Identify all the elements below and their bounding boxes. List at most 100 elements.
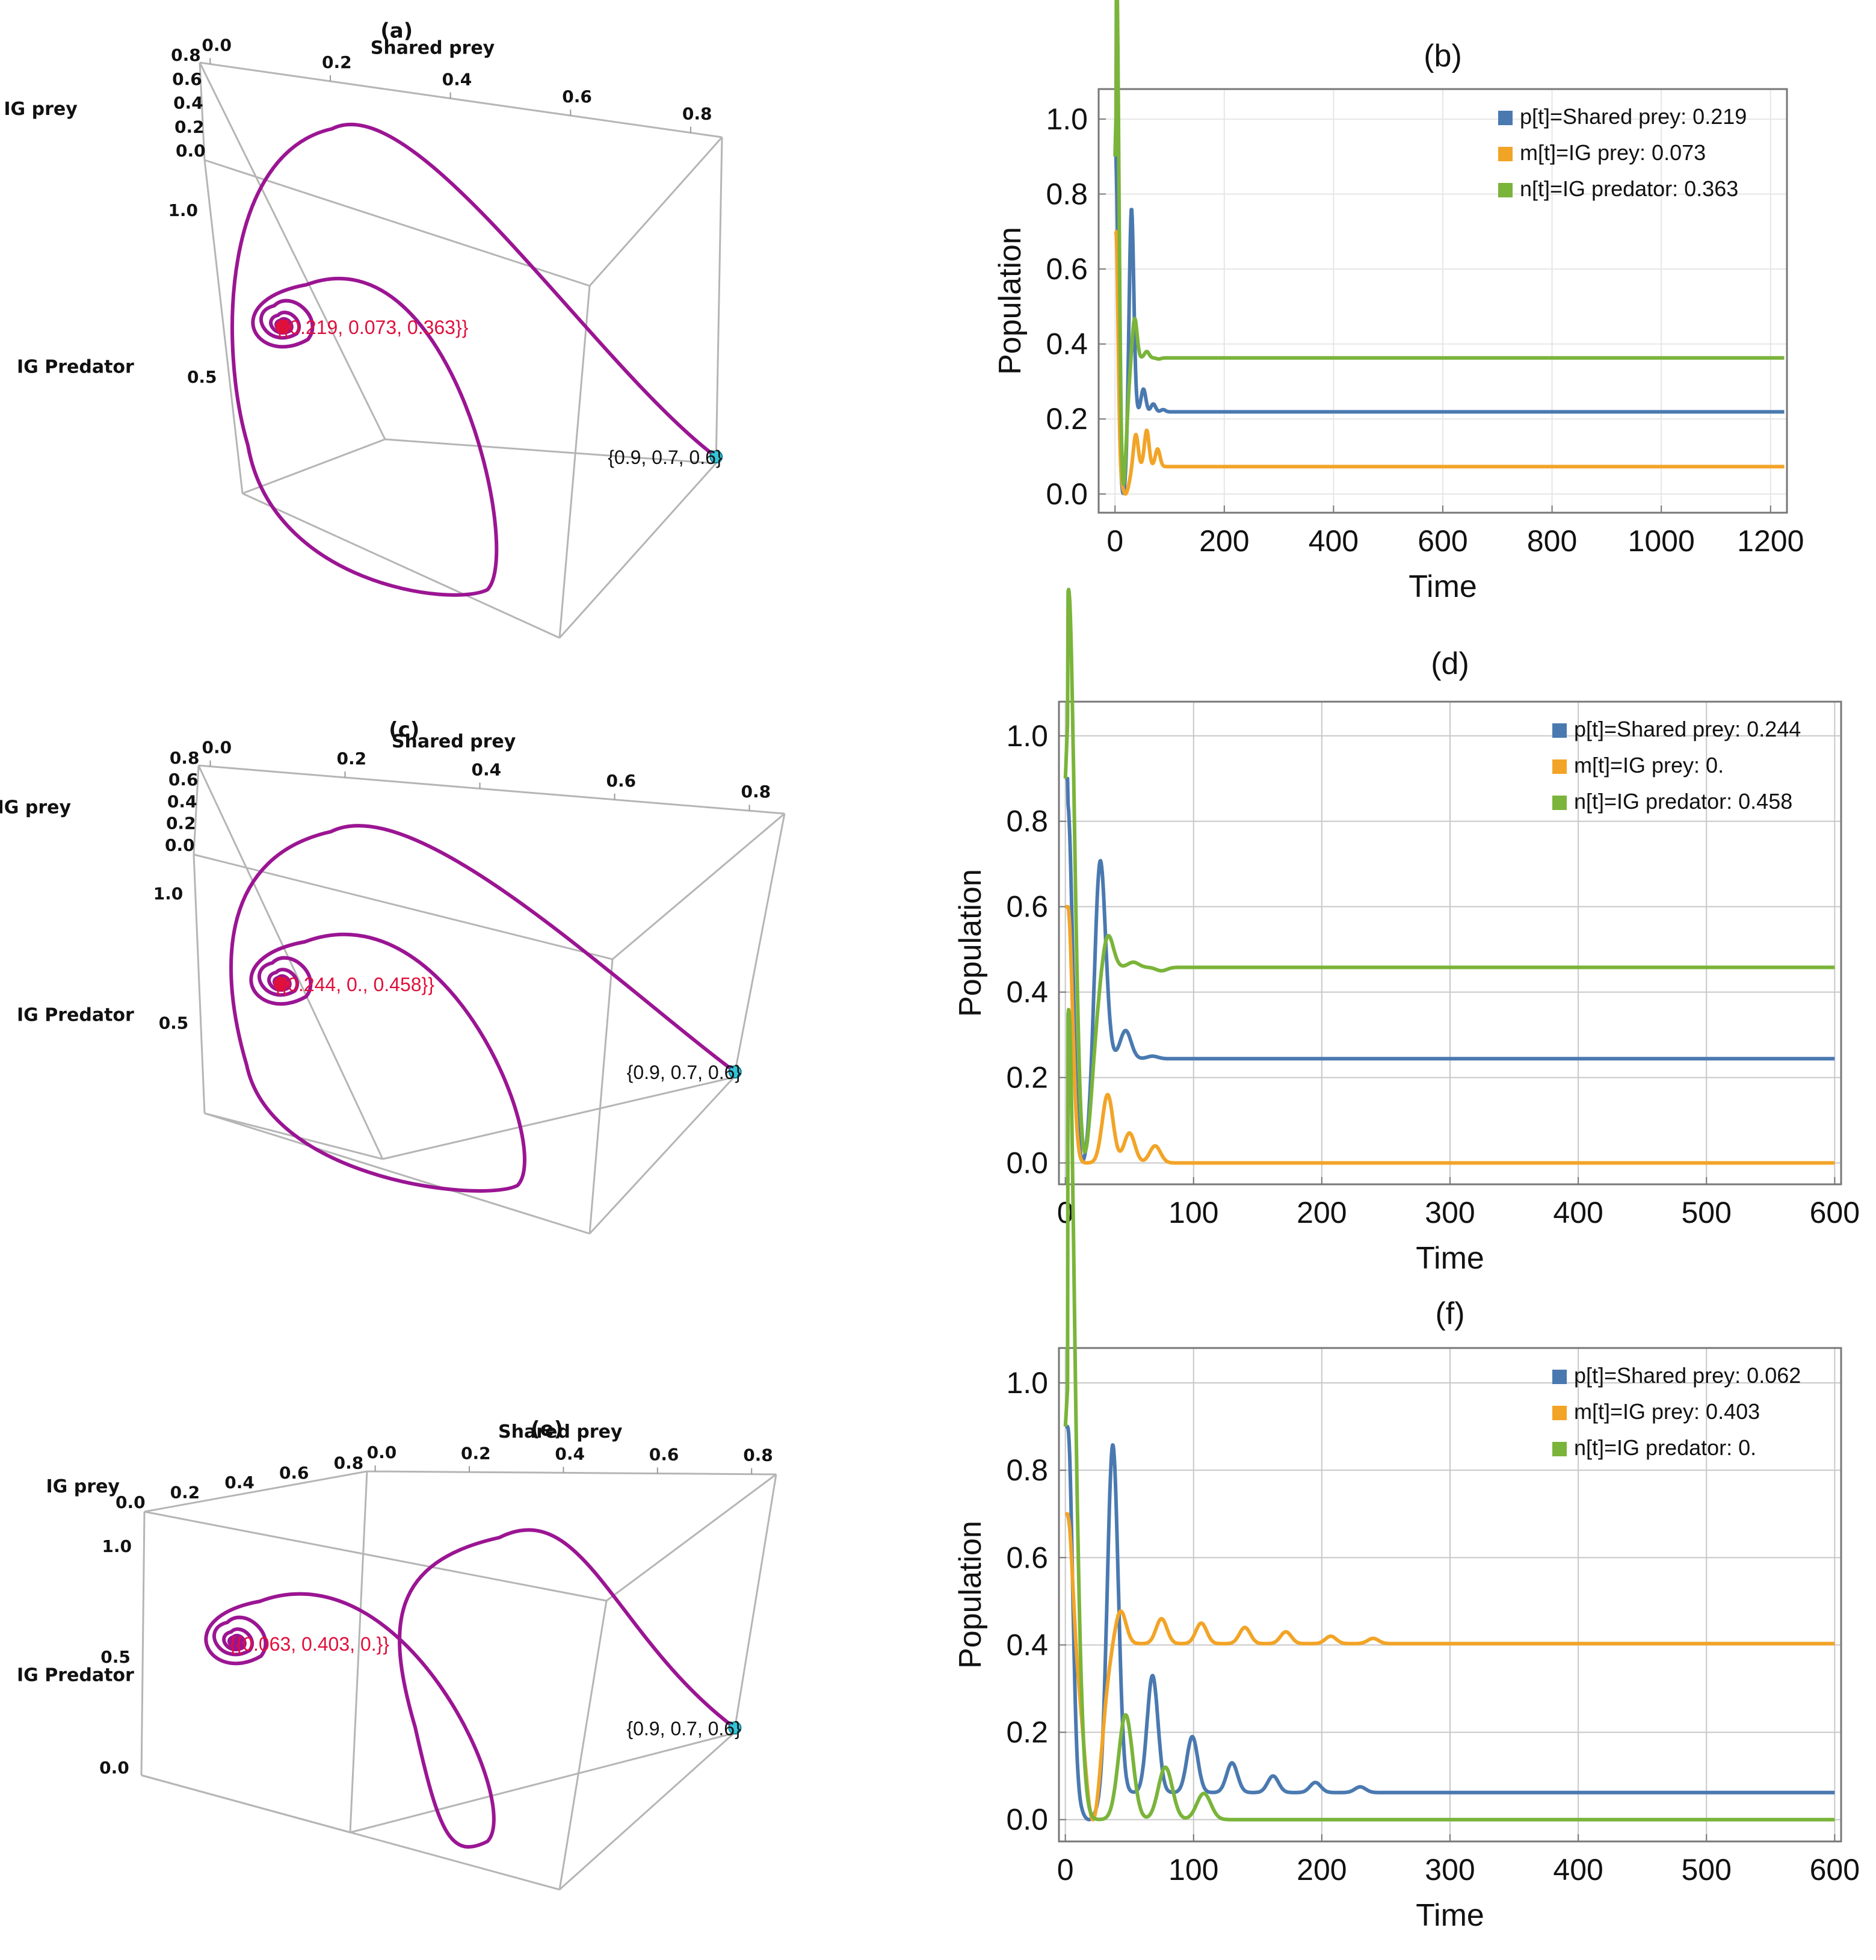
box-edge: [384, 438, 717, 465]
y-tick-label: 0.2: [174, 117, 205, 137]
series-line: [1064, 776, 1836, 1162]
series-line: [1114, 229, 1786, 496]
legend-entry: n[t]=IG predator: 0.458: [1574, 789, 1792, 814]
panel-title: (e): [531, 1417, 563, 1441]
trajectory-curve: [229, 824, 736, 1193]
y-tick-label: 1.0: [1046, 102, 1088, 136]
legend-entry: p[t]=Shared prey: 0.244: [1574, 717, 1801, 741]
box-edge: [193, 854, 206, 1114]
y-tick-label: 0.2: [1006, 1061, 1048, 1095]
x-tick-label: 0.0: [202, 35, 232, 55]
box-edge: [199, 62, 206, 161]
x-tick-label: 0: [1057, 1196, 1074, 1229]
box-edge: [558, 462, 717, 639]
legend-swatch: [1498, 147, 1513, 161]
x-tick-label: 500: [1682, 1853, 1732, 1887]
legend-swatch: [1498, 183, 1513, 197]
x-tick-label: 200: [1297, 1853, 1347, 1887]
box-edge: [193, 765, 200, 855]
box-edge: [349, 1471, 368, 1833]
x-tick-label: 800: [1527, 524, 1577, 558]
y-tick-label: 0.6: [1006, 1541, 1048, 1574]
legend-swatch: [1498, 111, 1513, 125]
y-tick-label: 0.0: [1006, 1803, 1048, 1837]
legend-swatch: [1552, 796, 1567, 810]
y-tick-label: 0.8: [170, 748, 200, 768]
box-edge: [612, 812, 785, 960]
y-tick-label: 0.6: [1046, 252, 1088, 286]
legend-swatch: [1552, 1406, 1567, 1420]
x-tick-label: 300: [1425, 1196, 1475, 1229]
equilibrium-point: [273, 977, 288, 991]
y-tick-label: 0.2: [170, 1483, 200, 1503]
time-series-f: 0 100 200 300 400 500 600 0.0 0.2 0.4 0.6 0.8 1.0 Tim…: [953, 1007, 1860, 1933]
z-tick-label: 1.0: [102, 1536, 132, 1556]
y-tick-label: 0.8: [1046, 177, 1088, 211]
x-tick-label: 0.4: [442, 70, 472, 90]
z-axis-label: IG Predator: [17, 1665, 134, 1686]
x-tick-label: 0.0: [367, 1442, 397, 1462]
legend-swatch: [1552, 723, 1567, 738]
box-edge: [588, 959, 614, 1234]
y-tick-label: 0.6: [279, 1463, 309, 1483]
legend-entry: n[t]=IG predator: 0.: [1574, 1435, 1756, 1460]
chart-title: (d): [1431, 646, 1469, 681]
x-axis-label: Shared prey: [498, 1421, 623, 1442]
y-tick-label: 0.0: [1046, 477, 1088, 511]
equilibrium-point: [228, 1636, 243, 1651]
box-edge: [733, 1474, 777, 1734]
x-tick-label: 400: [1309, 524, 1359, 558]
x-tick-label: 0.6: [606, 771, 637, 791]
y-tick-label: 0.2: [1046, 402, 1088, 436]
panel-title: (c): [389, 718, 419, 742]
box-edge: [558, 1732, 735, 1891]
box-edge: [715, 137, 723, 464]
x-axis-label: Shared prey: [371, 37, 495, 58]
equilibrium-label: {{0.063, 0.403, 0.}}: [230, 1633, 389, 1655]
box-edge: [733, 813, 786, 1078]
y-tick-label: 0.4: [224, 1473, 255, 1492]
x-tick-label: 0.2: [337, 749, 367, 768]
panel-title: (a): [380, 19, 413, 43]
y-axis-label: IG prey: [4, 99, 78, 120]
y-tick-label: 0.8: [334, 1453, 364, 1473]
box-edge: [144, 1470, 368, 1513]
trajectory-curve: [204, 1528, 736, 1849]
box-edge: [558, 285, 591, 638]
z-tick-label: 0.5: [100, 1647, 131, 1667]
x-tick-label: 600: [1810, 1196, 1860, 1229]
box-edge: [144, 1510, 607, 1602]
x-tick-label: 1200: [1737, 524, 1804, 558]
x-tick-label: 500: [1682, 1196, 1732, 1229]
y-tick-label: 0.6: [1006, 890, 1048, 924]
legend-swatch: [1552, 1442, 1567, 1456]
x-tick-label: 0.2: [322, 52, 352, 72]
y-tick-label: 1.0: [1006, 719, 1048, 753]
legend-entry: p[t]=Shared prey: 0.062: [1574, 1363, 1801, 1388]
x-axis-label: Time: [1409, 569, 1477, 604]
box-edge: [199, 62, 386, 440]
y-tick-label: 0.6: [168, 770, 199, 790]
box-edge: [242, 438, 386, 495]
box-edge: [204, 1112, 590, 1235]
box-edge: [198, 764, 785, 815]
x-tick-label: 600: [1810, 1853, 1860, 1887]
y-tick-label: 0.4: [167, 791, 197, 811]
box-edge: [588, 137, 723, 286]
box-edge: [193, 853, 613, 960]
z-axis-label: IG Predator: [17, 1005, 134, 1026]
series-line: [1063, 587, 1836, 1154]
box-edge: [242, 492, 560, 639]
y-axis-label: Population: [993, 227, 1028, 375]
x-tick-label: 0.8: [741, 782, 771, 802]
x-tick-label: 0.0: [202, 738, 232, 758]
x-tick-label: 200: [1297, 1196, 1347, 1229]
equilibrium-label: {{0.219, 0.073, 0.363}}: [277, 317, 469, 338]
box-edge: [199, 61, 723, 138]
x-tick-label: 0.6: [562, 87, 592, 107]
series-line: [1064, 1512, 1836, 1822]
y-tick-label: 0.4: [1006, 1628, 1048, 1662]
start-point-label: {0.9, 0.7, 0.6}: [608, 447, 723, 468]
legend-swatch: [1552, 759, 1567, 774]
